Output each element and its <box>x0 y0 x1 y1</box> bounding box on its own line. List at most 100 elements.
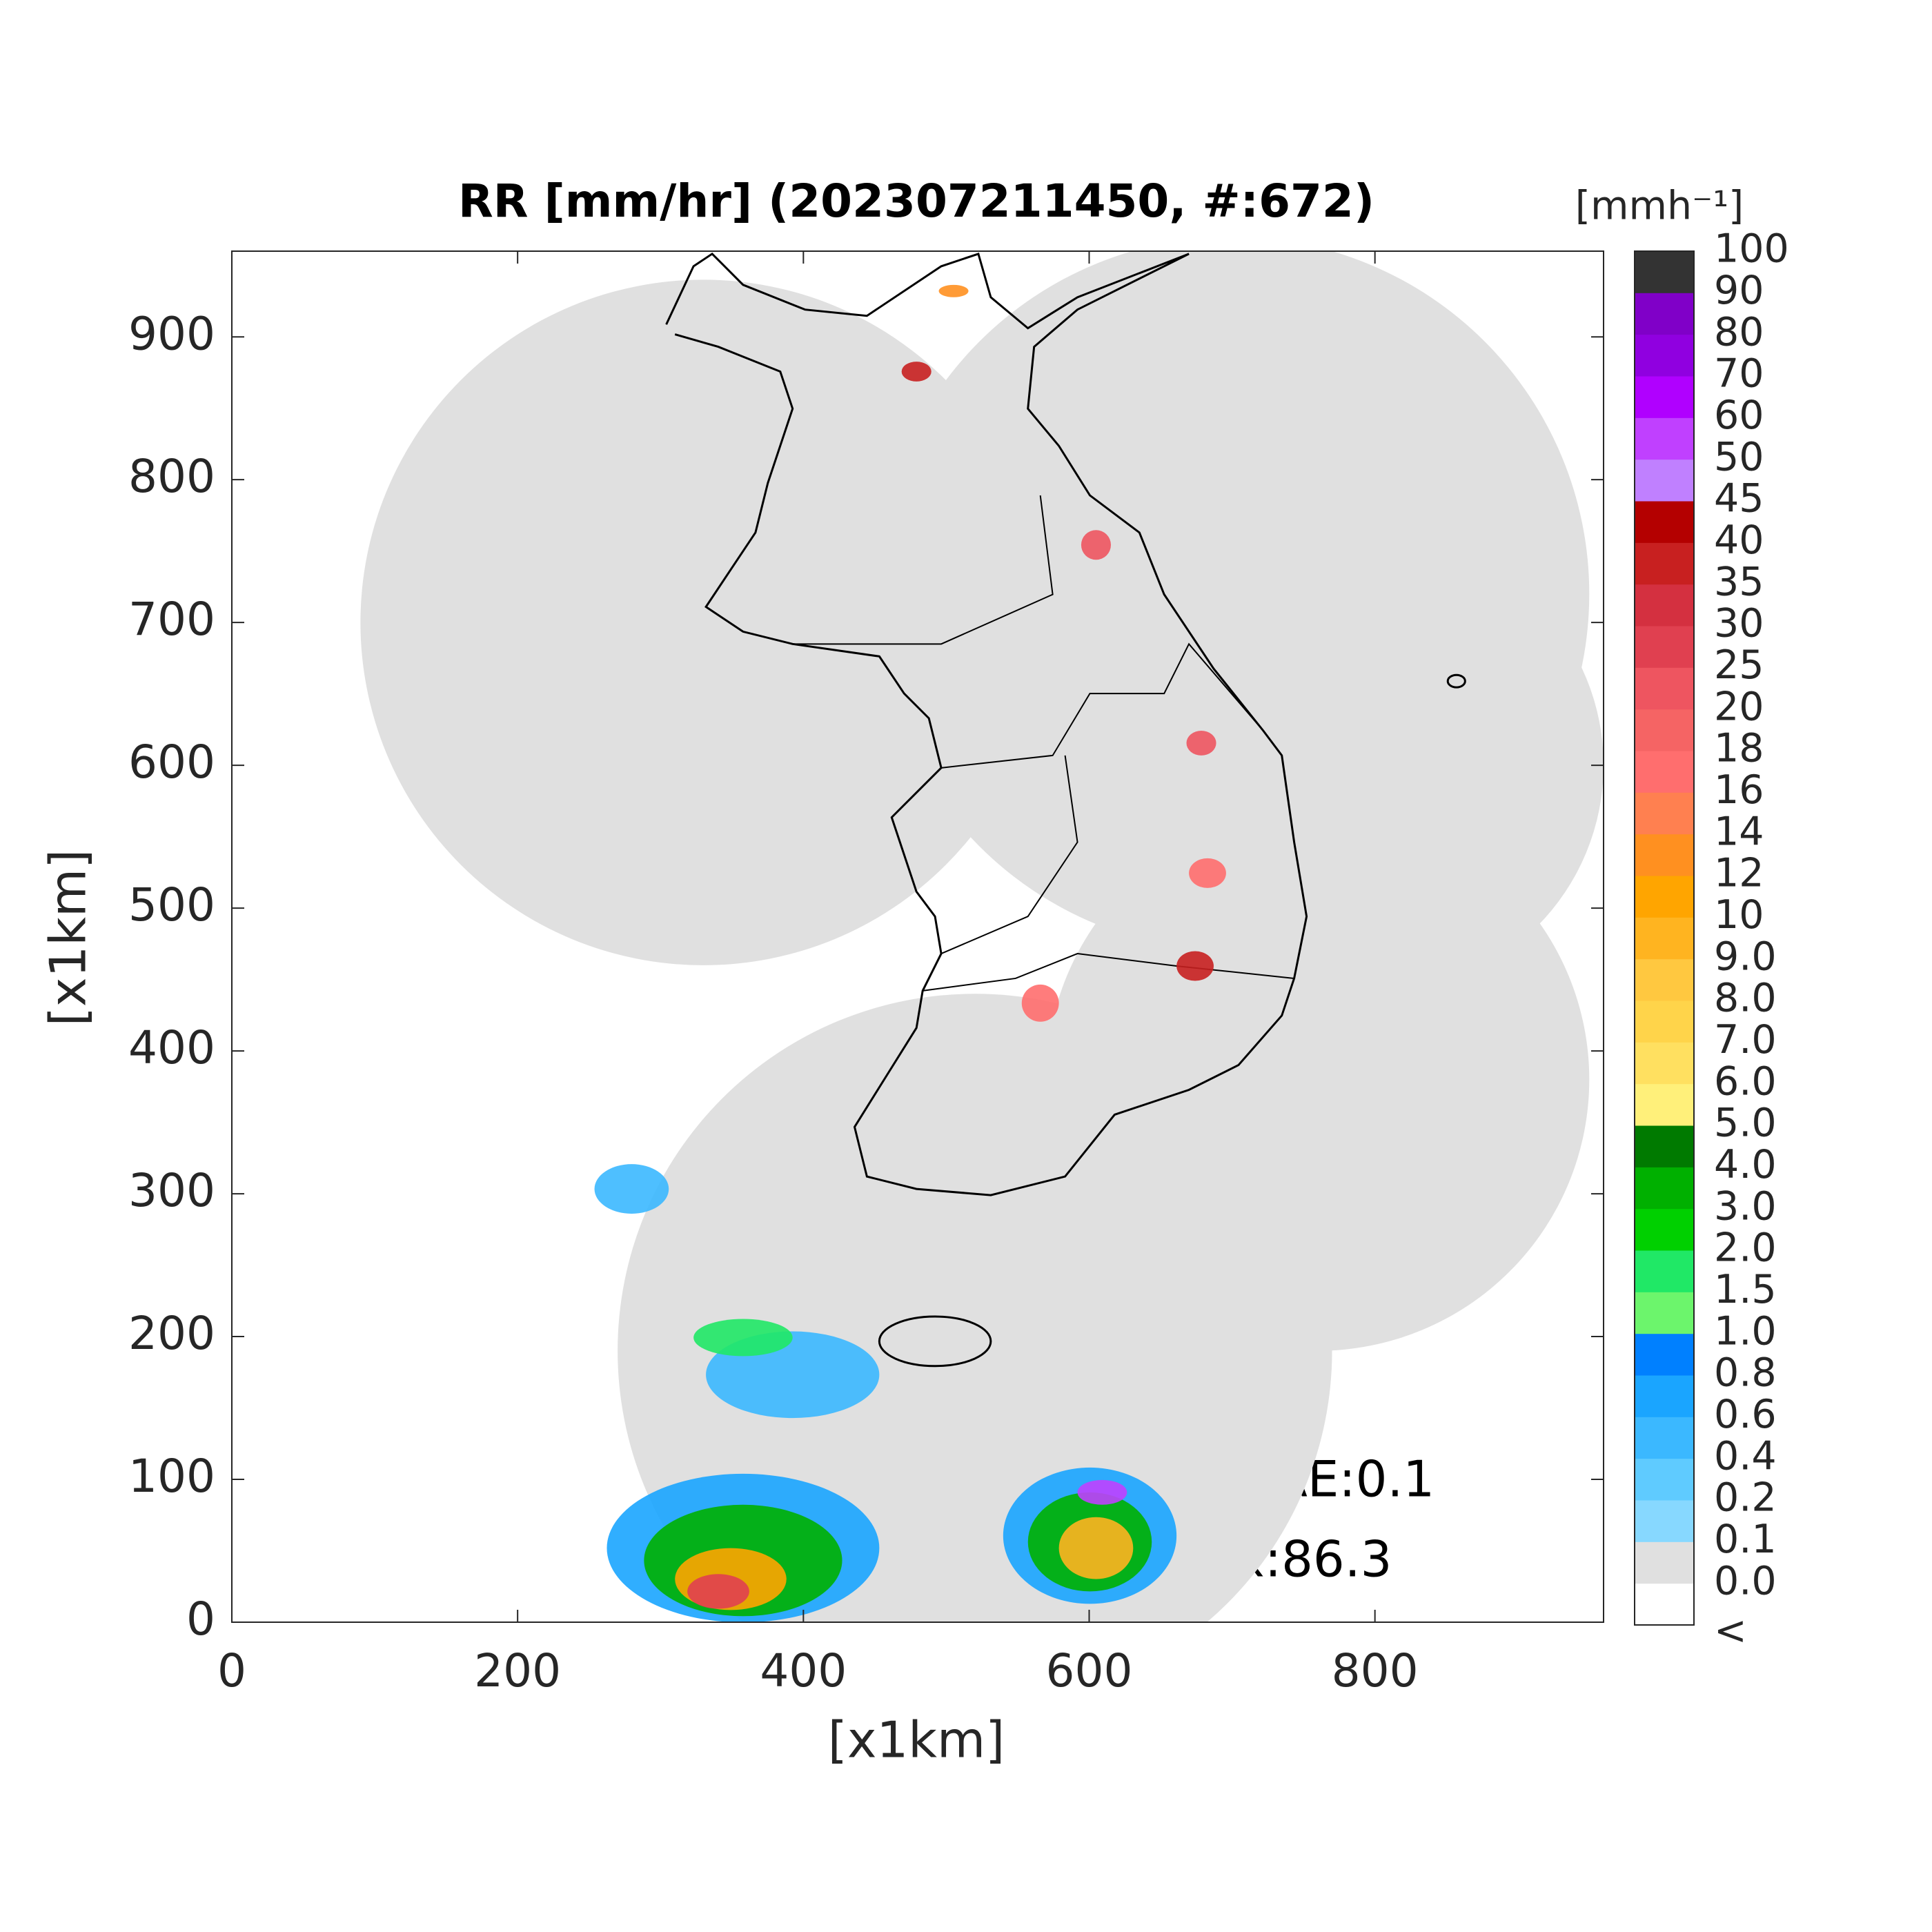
colorbar-label: 35 <box>1714 559 1764 604</box>
colorbar-label: 100 <box>1714 226 1789 272</box>
colorbar-label: 12 <box>1714 851 1764 896</box>
y-tick-label: 100 <box>128 1450 215 1503</box>
precip-echo <box>1176 951 1214 981</box>
colorbar-label: 2.0 <box>1714 1225 1777 1271</box>
colorbar-label: 0.2 <box>1714 1475 1777 1521</box>
precip-echo <box>693 1319 793 1357</box>
map-layer <box>360 251 1604 1622</box>
colorbar-segment <box>1635 626 1694 668</box>
colorbar-label: 80 <box>1714 309 1764 355</box>
colorbar-segment <box>1635 334 1694 377</box>
colorbar-box <box>1634 250 1695 1626</box>
axes-box <box>231 250 1604 1623</box>
precip-echo <box>1189 858 1226 888</box>
colorbar-segment <box>1635 1250 1694 1292</box>
island <box>878 1315 992 1368</box>
colorbar-label: < <box>1714 1608 1747 1654</box>
colorbar-segment <box>1635 1500 1694 1542</box>
colorbar-segment <box>1635 917 1694 960</box>
colorbar-label: 7.0 <box>1714 1017 1777 1063</box>
precip-echo <box>594 1164 669 1214</box>
colorbar-label: 1.0 <box>1714 1308 1777 1354</box>
x-tick-label: 400 <box>760 1644 847 1697</box>
province-border <box>940 755 1078 954</box>
colorbar-segment <box>1635 1417 1694 1459</box>
colorbar-segment <box>1635 1000 1694 1043</box>
x-tick-label: 200 <box>474 1644 561 1697</box>
colorbar-segment <box>1635 584 1694 627</box>
colorbar-label: 16 <box>1714 767 1764 813</box>
colorbar-segment <box>1635 459 1694 502</box>
precip-echo <box>1021 984 1059 1022</box>
colorbar-label: 25 <box>1714 642 1764 688</box>
y-axis-label: [x1km] <box>39 849 97 1026</box>
colorbar-segment <box>1635 834 1694 876</box>
colorbar-segment <box>1635 1292 1694 1334</box>
colorbar-segment <box>1635 958 1694 1001</box>
colorbar-label: 30 <box>1714 601 1764 647</box>
colorbar-label: 0.6 <box>1714 1392 1777 1437</box>
y-tick-label: 900 <box>128 307 215 360</box>
colorbar-segment <box>1635 1333 1694 1376</box>
precip-echo <box>1081 530 1111 560</box>
colorbar-segment <box>1635 251 1694 293</box>
radar-coverage <box>1146 536 1604 994</box>
colorbar-segment <box>1635 293 1694 335</box>
colorbar-segment <box>1635 1458 1694 1501</box>
colorbar-label: [mmh⁻¹] <box>1575 184 1744 229</box>
colorbar-label: 70 <box>1714 351 1764 397</box>
precip-echo <box>938 284 969 297</box>
coastline <box>665 252 1308 1196</box>
colorbar-label: 0.8 <box>1714 1350 1777 1396</box>
colorbar-label: 8.0 <box>1714 976 1777 1021</box>
x-tick-label: 600 <box>1046 1644 1133 1697</box>
y-tick-label: 0 <box>186 1593 215 1646</box>
colorbar-segment <box>1635 792 1694 835</box>
colorbar-segment <box>1635 1208 1694 1251</box>
chart-title: RR [mm/hr] (202307211450, #:672) <box>458 175 1374 228</box>
y-tick-label: 500 <box>128 878 215 931</box>
island <box>1446 673 1466 689</box>
colorbar-label: 40 <box>1714 518 1764 563</box>
x-axis-label: [x1km] <box>828 1711 1005 1769</box>
colorbar-label: 9.0 <box>1714 934 1777 979</box>
colorbar-segment <box>1635 709 1694 751</box>
colorbar-segment <box>1635 542 1694 585</box>
colorbar-label: 0.4 <box>1714 1433 1777 1479</box>
colorbar-label: 1.5 <box>1714 1267 1777 1312</box>
colorbar-segment <box>1635 417 1694 460</box>
colorbar-segment <box>1635 1583 1694 1626</box>
colorbar-label: 5.0 <box>1714 1101 1777 1146</box>
y-tick-label: 800 <box>128 450 215 503</box>
colorbar-label: 50 <box>1714 434 1764 480</box>
colorbar-segment <box>1635 1083 1694 1126</box>
colorbar-label: 90 <box>1714 268 1764 313</box>
colorbar-segment <box>1635 1167 1694 1210</box>
colorbar-segment <box>1635 501 1694 543</box>
colorbar-label: 20 <box>1714 684 1764 729</box>
province-border <box>923 953 1294 992</box>
colorbar-segment <box>1635 876 1694 918</box>
colorbar-label: 10 <box>1714 892 1764 938</box>
colorbar-segment <box>1635 376 1694 418</box>
province-border <box>940 642 1264 769</box>
radar-coverage <box>360 279 1047 965</box>
colorbar-label: 0.1 <box>1714 1517 1777 1562</box>
precip-echo <box>1186 730 1216 756</box>
colorbar-label: 3.0 <box>1714 1183 1777 1229</box>
colorbar-label: 4.0 <box>1714 1142 1777 1187</box>
colorbar-label: 14 <box>1714 809 1764 854</box>
colorbar-label: 18 <box>1714 726 1764 771</box>
x-tick-label: 0 <box>217 1644 246 1697</box>
colorbar-segment <box>1635 1541 1694 1584</box>
colorbar-segment <box>1635 751 1694 793</box>
colorbar-label: 60 <box>1714 393 1764 438</box>
precip-echo <box>1058 1517 1134 1579</box>
y-tick-label: 400 <box>128 1021 215 1074</box>
y-tick-label: 700 <box>128 593 215 646</box>
colorbar-segment <box>1635 1375 1694 1417</box>
colorbar-segment <box>1635 667 1694 710</box>
y-tick-label: 300 <box>128 1164 215 1217</box>
colorbar-label: 6.0 <box>1714 1058 1777 1104</box>
